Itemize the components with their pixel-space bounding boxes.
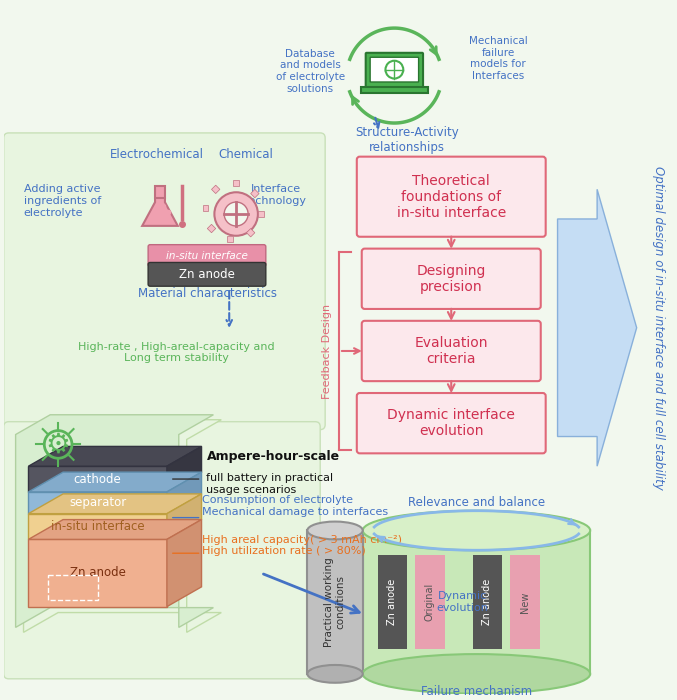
Bar: [250, 190, 259, 198]
Ellipse shape: [363, 654, 590, 694]
Text: full battery in practical
usage scenarios: full battery in practical usage scenario…: [206, 473, 334, 495]
Bar: [211, 186, 220, 194]
Text: High areal capacity( > 3 mAh cm⁻²)
High utilization rate ( > 80%): High areal capacity( > 3 mAh cm⁻²) High …: [202, 535, 401, 556]
Text: Theoretical
foundations of
in-situ interface: Theoretical foundations of in-situ inter…: [397, 174, 506, 220]
Text: Dynamic
evolution: Dynamic evolution: [437, 592, 489, 613]
Polygon shape: [558, 189, 636, 466]
Text: Evaluation
criteria: Evaluation criteria: [414, 336, 488, 366]
Polygon shape: [28, 492, 167, 514]
Text: separator: separator: [69, 496, 127, 510]
Circle shape: [224, 202, 248, 226]
Circle shape: [215, 193, 258, 236]
FancyBboxPatch shape: [366, 52, 423, 88]
Text: Designing
precision: Designing precision: [416, 264, 486, 294]
Text: Database
and models
of electrolyte
solutions: Database and models of electrolyte solut…: [276, 49, 345, 94]
Text: Structure-Activity
relationships: Structure-Activity relationships: [355, 126, 459, 154]
Bar: [363, 531, 590, 674]
Bar: [307, 531, 363, 674]
FancyBboxPatch shape: [357, 157, 546, 237]
Text: Feedback Design: Feedback Design: [322, 303, 332, 398]
Polygon shape: [167, 494, 202, 540]
Text: Ampere-hour-scale: Ampere-hour-scale: [206, 450, 340, 463]
Bar: [233, 181, 239, 186]
Bar: [202, 205, 209, 211]
Text: Zn anode: Zn anode: [482, 579, 492, 625]
Ellipse shape: [307, 522, 363, 540]
Text: Consumption of electrolyte
Mechanical damage to interfaces: Consumption of electrolyte Mechanical da…: [202, 495, 388, 517]
Polygon shape: [28, 494, 202, 514]
FancyBboxPatch shape: [4, 421, 320, 679]
FancyBboxPatch shape: [148, 245, 266, 267]
Bar: [155, 186, 165, 198]
Polygon shape: [28, 514, 167, 540]
Bar: [207, 224, 216, 232]
Text: Practical working
conditions: Practical working conditions: [324, 557, 346, 647]
Text: Failure mechanism: Failure mechanism: [421, 685, 532, 698]
Bar: [361, 88, 428, 93]
Polygon shape: [16, 415, 213, 627]
FancyBboxPatch shape: [362, 248, 541, 309]
Bar: [246, 228, 255, 237]
FancyBboxPatch shape: [148, 262, 266, 286]
Polygon shape: [28, 540, 167, 607]
Text: Zn anode: Zn anode: [387, 579, 397, 625]
Text: High-rate , High-areal-capacity and
Long term stability: High-rate , High-areal-capacity and Long…: [79, 342, 275, 363]
Bar: [227, 236, 233, 241]
FancyBboxPatch shape: [357, 393, 546, 454]
Text: Original: Original: [425, 583, 435, 622]
Bar: [48, 575, 97, 600]
Text: Adding active
ingredients of
electrolyte: Adding active ingredients of electrolyte: [24, 184, 101, 218]
Polygon shape: [28, 466, 167, 492]
Text: Optimal design of in-situ interface and full cell stability: Optimal design of in-situ interface and …: [652, 166, 665, 489]
FancyBboxPatch shape: [370, 57, 418, 82]
Text: Chemical: Chemical: [219, 148, 274, 161]
Polygon shape: [28, 519, 202, 540]
Text: Dynamic interface
evolution: Dynamic interface evolution: [387, 408, 515, 438]
Bar: [258, 211, 264, 217]
Ellipse shape: [363, 511, 590, 550]
Text: Zn anode: Zn anode: [70, 566, 126, 580]
FancyBboxPatch shape: [362, 321, 541, 381]
Bar: [510, 555, 540, 649]
FancyBboxPatch shape: [4, 133, 325, 430]
Polygon shape: [167, 472, 202, 514]
Bar: [378, 555, 408, 649]
Polygon shape: [28, 447, 202, 466]
Bar: [473, 555, 502, 649]
Polygon shape: [167, 447, 202, 492]
Polygon shape: [24, 420, 221, 632]
Bar: [415, 555, 445, 649]
Text: Relevance and balance: Relevance and balance: [408, 496, 545, 510]
Text: Interface
technology: Interface technology: [244, 184, 307, 206]
Polygon shape: [28, 472, 202, 492]
Text: ⚙: ⚙: [45, 430, 70, 458]
Text: Zn anode: Zn anode: [179, 268, 235, 281]
Text: Electrochemical: Electrochemical: [110, 148, 204, 161]
Ellipse shape: [307, 665, 363, 682]
Text: Material characteristics: Material characteristics: [138, 286, 277, 300]
Text: in-situ interface: in-situ interface: [51, 520, 144, 533]
Text: New: New: [520, 592, 530, 613]
Text: in-situ interface: in-situ interface: [166, 251, 248, 260]
Text: cathode: cathode: [74, 473, 122, 486]
Polygon shape: [142, 196, 178, 226]
Polygon shape: [167, 519, 202, 607]
Text: Mechanical
failure
models for
Interfaces: Mechanical failure models for Interfaces: [469, 36, 527, 80]
